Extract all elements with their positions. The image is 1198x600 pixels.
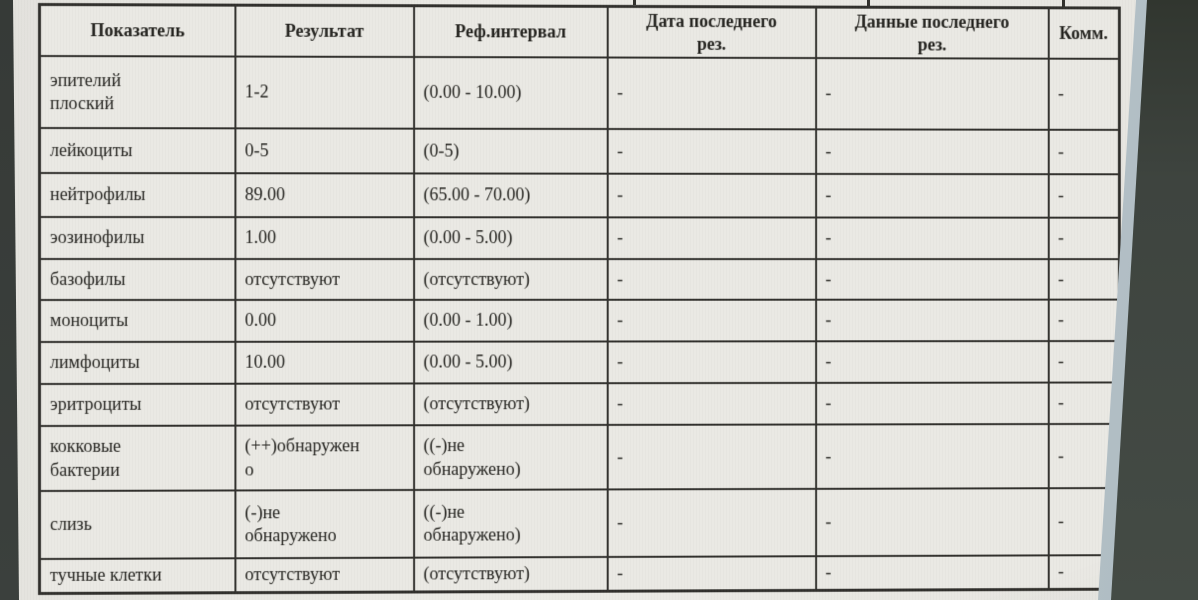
cell-indicator: эпителий плоский bbox=[39, 56, 235, 129]
cell-result: отсутствуют bbox=[234, 557, 414, 593]
cell-last_date: - bbox=[607, 424, 816, 490]
cell-last_data: - bbox=[815, 173, 1049, 218]
cell-result: (++)обнаружен о bbox=[234, 425, 414, 491]
table-row: лейкоциты 0-5 (0-5) - - - bbox=[39, 128, 1120, 175]
cell-indicator: базофилы bbox=[39, 259, 235, 300]
cell-comment: - bbox=[1048, 488, 1120, 556]
cell-ref: (отсутствуют) bbox=[413, 556, 608, 592]
cell-ref: (отсутствуют) bbox=[413, 259, 608, 300]
cell-last_date: - bbox=[607, 173, 816, 218]
column-header-last_data: Данные последнего рез. bbox=[815, 7, 1049, 59]
cell-result: 1.00 bbox=[234, 217, 414, 260]
cell-indicator: эритроциты bbox=[39, 383, 235, 426]
cell-comment: - bbox=[1048, 259, 1120, 300]
cell-last_data: - bbox=[815, 555, 1049, 590]
cell-result: отсутствуют bbox=[234, 383, 414, 426]
cell-ref: (отсутствуют) bbox=[413, 383, 608, 426]
cell-last_date: - bbox=[607, 382, 816, 425]
table-row: тучные клетки отсутствуют (отсутствуют) - - - bbox=[39, 555, 1120, 593]
cell-ref: ((-)не обнаружено) bbox=[413, 489, 608, 558]
cell-last_data: - bbox=[815, 341, 1049, 383]
cell-last_date: - bbox=[607, 341, 816, 384]
cell-last_date: - bbox=[607, 57, 816, 130]
cell-last_date: - bbox=[607, 556, 816, 591]
cell-ref: (0.00 - 5.00) bbox=[413, 217, 608, 260]
cell-indicator: слизь bbox=[39, 490, 235, 559]
table-header-row: Показатель Результат Реф.интервал Дата посл… bbox=[39, 4, 1120, 59]
cell-last_data: - bbox=[815, 58, 1049, 130]
lab-results-table: Показатель Результат Реф.интервал Дата посл… bbox=[38, 3, 1121, 595]
cell-indicator: лейкоциты bbox=[39, 128, 235, 174]
cell-ref: (0.00 - 10.00) bbox=[413, 56, 608, 129]
cell-last_date: - bbox=[607, 217, 816, 260]
cell-comment: - bbox=[1048, 341, 1120, 383]
cell-last_data: - bbox=[815, 129, 1049, 175]
cell-comment: - bbox=[1048, 129, 1120, 175]
table-row: моноциты 0.00 (0.00 - 1.00) - - - bbox=[39, 299, 1120, 342]
lab-results-table-wrap: Показатель Результат Реф.интервал Дата посл… bbox=[38, 3, 1121, 595]
cell-last_data: - bbox=[815, 382, 1049, 425]
cell-indicator: тучные клетки bbox=[39, 558, 235, 593]
table-continuation-tick bbox=[633, 0, 636, 5]
table-row: слизь (-)не обнаружено ((-)не обнаружено) -… bbox=[39, 488, 1120, 559]
cell-indicator: эозинофилы bbox=[39, 217, 235, 260]
cell-result: отсутствуют bbox=[234, 259, 414, 300]
cell-result: 89.00 bbox=[234, 173, 414, 218]
cell-indicator: нейтрофилы bbox=[39, 173, 235, 218]
cell-last_data: - bbox=[815, 259, 1049, 300]
cell-comment: - bbox=[1048, 382, 1120, 425]
table-row: лимфоциты 10.00 (0.00 - 5.00) - - - bbox=[39, 341, 1120, 384]
cell-last_date: - bbox=[607, 128, 816, 174]
cell-result: 0.00 bbox=[234, 299, 414, 342]
cell-result: 0-5 bbox=[234, 128, 414, 174]
cell-comment: - bbox=[1048, 423, 1120, 489]
cell-ref: ((-)не обнаружено) bbox=[413, 424, 608, 490]
cell-comment: - bbox=[1048, 217, 1120, 260]
cell-comment: - bbox=[1048, 299, 1120, 342]
column-header-comment: Комм. bbox=[1048, 7, 1120, 59]
table-row: базофилы отсутствуют (отсутствуют) - - - bbox=[39, 259, 1120, 300]
cell-ref: (65.00 - 70.00) bbox=[413, 173, 608, 218]
cell-result: 10.00 bbox=[234, 341, 414, 384]
cell-indicator: моноциты bbox=[39, 299, 235, 342]
cell-last_date: - bbox=[607, 299, 816, 342]
table-row: нейтрофилы 89.00 (65.00 - 70.00) - - - bbox=[39, 173, 1120, 218]
column-header-indicator: Показатель bbox=[39, 4, 235, 57]
table-row: эозинофилы 1.00 (0.00 - 5.00) - - - bbox=[39, 217, 1120, 260]
cell-comment: - bbox=[1048, 58, 1120, 130]
cell-ref: (0.00 - 1.00) bbox=[413, 299, 608, 342]
cell-last_data: - bbox=[815, 299, 1049, 342]
column-header-ref: Реф.интервал bbox=[413, 5, 608, 58]
cell-result: (-)не обнаружено bbox=[234, 489, 414, 559]
cell-last_data: - bbox=[815, 424, 1049, 489]
table-row: эритроциты отсутствуют (отсутствуют) - - - bbox=[39, 382, 1120, 426]
cell-indicator: лимфоциты bbox=[39, 341, 235, 384]
cell-last_date: - bbox=[607, 488, 816, 557]
cell-comment: - bbox=[1048, 555, 1120, 589]
column-header-result: Результат bbox=[234, 5, 414, 57]
cell-last_date: - bbox=[607, 259, 816, 300]
column-header-last_date: Дата последнего рез. bbox=[607, 6, 816, 59]
table-row: кокковые бактерии (++)обнаружен о ((-)не о… bbox=[39, 423, 1120, 491]
cell-last_data: - bbox=[815, 217, 1049, 260]
cell-ref: (0.00 - 5.00) bbox=[413, 341, 608, 384]
table-continuation-tick bbox=[867, 0, 870, 6]
cell-comment: - bbox=[1048, 174, 1120, 218]
cell-last_data: - bbox=[815, 488, 1049, 557]
cell-ref: (0-5) bbox=[413, 128, 608, 174]
table-continuation-tick bbox=[1062, 0, 1065, 9]
cell-result: 1-2 bbox=[234, 56, 414, 129]
cell-indicator: кокковые бактерии bbox=[39, 425, 235, 491]
table-row: эпителий плоский 1-2 (0.00 - 10.00) - - - bbox=[39, 56, 1120, 130]
